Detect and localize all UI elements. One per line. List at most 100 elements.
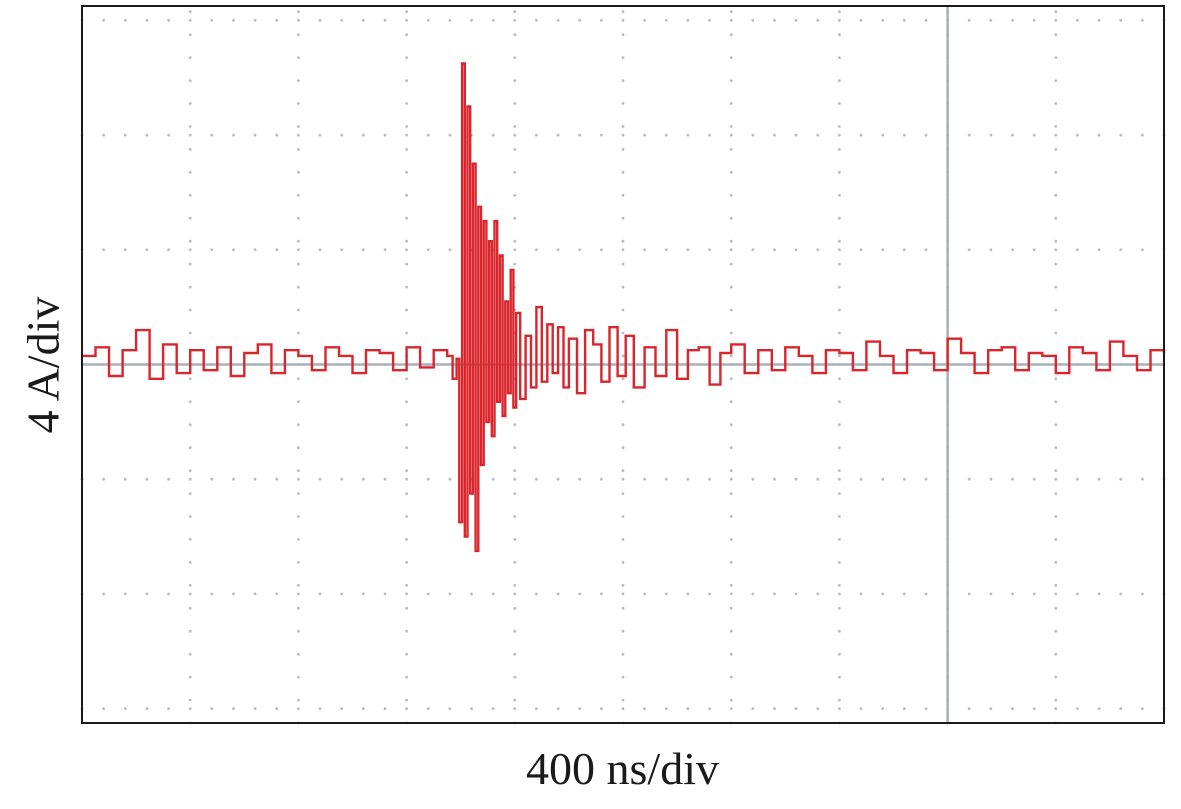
grid-dot xyxy=(729,423,733,427)
grid-dot xyxy=(297,477,300,481)
grid-dot xyxy=(729,193,733,197)
grid-dot xyxy=(102,248,105,252)
grid-dot xyxy=(297,707,300,711)
grid-dot xyxy=(794,133,798,137)
grid-dot xyxy=(535,133,538,137)
grid-dot xyxy=(405,148,408,151)
grid-dot xyxy=(838,629,841,633)
grid-dot xyxy=(838,675,841,679)
grid-dot xyxy=(297,56,300,59)
grid-dot xyxy=(405,308,408,312)
grid-dot xyxy=(188,583,192,587)
grid-dot xyxy=(513,79,517,82)
grid-dot xyxy=(924,248,928,252)
grid-dot xyxy=(232,592,235,596)
grid-dot xyxy=(535,477,538,481)
grid-dot xyxy=(297,400,300,404)
grid-dot xyxy=(405,538,408,541)
grid-dot xyxy=(924,18,928,22)
grid-dot xyxy=(600,592,603,596)
grid-dot xyxy=(773,477,776,481)
grid-dot xyxy=(405,423,408,427)
grid-dot xyxy=(361,592,365,596)
grid-dot xyxy=(167,477,171,481)
grid-dot xyxy=(643,18,646,22)
grid-dot xyxy=(1076,477,1079,481)
grid-dot xyxy=(621,308,625,312)
grid-dot xyxy=(729,102,733,105)
grid-dot xyxy=(621,561,625,564)
grid-dot xyxy=(188,592,192,596)
grid-dot xyxy=(448,18,452,22)
grid-dot xyxy=(967,592,971,596)
grid-dot xyxy=(491,133,495,137)
grid-dot xyxy=(902,592,906,596)
grid-dot xyxy=(275,477,279,481)
grid-dot xyxy=(794,248,798,252)
grid-dot xyxy=(232,248,235,252)
grid-dot xyxy=(643,248,646,252)
grid-dot xyxy=(838,102,841,105)
grid-dot xyxy=(729,148,733,151)
grid-dot xyxy=(816,133,820,137)
grid-dot xyxy=(621,707,625,711)
grid-dot xyxy=(361,707,365,711)
grid-dot xyxy=(600,133,603,137)
grid-dot xyxy=(816,592,820,596)
grid-dot xyxy=(1054,133,1058,137)
grid-dot xyxy=(621,652,625,656)
grid-dot xyxy=(838,446,841,450)
grid-dot xyxy=(967,477,971,481)
grid-dot xyxy=(729,583,733,587)
grid-dot xyxy=(967,248,971,252)
grid-dot xyxy=(188,56,192,59)
grid-dot xyxy=(729,331,733,335)
grid-dot xyxy=(188,10,192,14)
grid-dot xyxy=(145,477,149,481)
grid-dot xyxy=(535,707,538,711)
grid-dot xyxy=(102,133,105,137)
grid-dot xyxy=(405,492,408,495)
grid-dot xyxy=(686,477,690,481)
grid-dot xyxy=(340,248,344,252)
grid-dot xyxy=(881,248,885,252)
grid-dot xyxy=(1119,592,1123,596)
grid-dot xyxy=(275,707,279,711)
grid-dot xyxy=(729,33,733,37)
grid-dot xyxy=(751,477,755,481)
grid-dot xyxy=(297,10,300,14)
grid-dot xyxy=(1011,707,1014,711)
grid-dot xyxy=(708,477,711,481)
grid-dot xyxy=(1054,707,1058,711)
grid-dot xyxy=(297,170,300,174)
grid-dot xyxy=(448,248,452,252)
grid-dot xyxy=(729,698,733,702)
grid-dot xyxy=(838,354,841,358)
grid-dot xyxy=(1076,18,1079,22)
grid-dot xyxy=(838,248,841,252)
grid-dot xyxy=(405,216,408,220)
grid-dot xyxy=(297,148,300,151)
grid-dot xyxy=(297,193,300,197)
grid-dot xyxy=(729,125,733,128)
grid-dot xyxy=(621,262,625,266)
grid-dot xyxy=(513,606,517,610)
grid-dot xyxy=(405,652,408,656)
grid-dot xyxy=(297,33,300,37)
grid-dot xyxy=(902,248,906,252)
grid-dot xyxy=(513,193,517,197)
grid-dot xyxy=(405,18,408,22)
grid-dot xyxy=(902,707,906,711)
grid-dot xyxy=(188,606,192,610)
grid-dot xyxy=(838,477,841,481)
grid-dot xyxy=(643,707,646,711)
grid-dot xyxy=(859,707,863,711)
grid-dot xyxy=(881,18,885,22)
grid-dot xyxy=(297,629,300,633)
grid-dot xyxy=(491,18,495,22)
x-axis-label: 400 ns/div xyxy=(526,743,719,794)
grid-dot xyxy=(513,262,517,266)
grid-dot xyxy=(405,561,408,564)
grid-dot xyxy=(405,102,408,105)
grid-dot xyxy=(838,492,841,495)
